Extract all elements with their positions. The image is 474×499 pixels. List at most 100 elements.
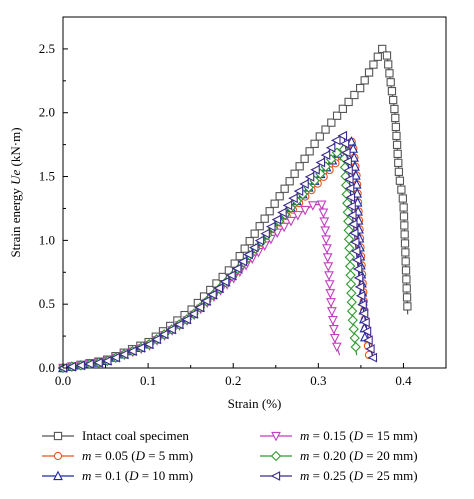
data-point — [254, 235, 265, 246]
data-point — [288, 193, 298, 204]
data-point — [321, 125, 330, 134]
legend-label: m = 0.25 (D = 25 mm) — [300, 468, 418, 483]
data-point — [304, 172, 315, 182]
data-point — [323, 262, 334, 272]
data-point — [345, 261, 356, 272]
data-point — [260, 214, 269, 223]
data-point — [135, 342, 146, 353]
data-point — [310, 139, 319, 148]
data-point — [315, 132, 324, 141]
data-point — [387, 87, 397, 96]
data-point — [279, 222, 290, 233]
data-point — [369, 60, 378, 69]
data-point — [352, 264, 363, 274]
data-point — [339, 138, 350, 149]
data-point — [194, 302, 205, 313]
y-tick-label: 0.0 — [39, 360, 55, 375]
y-tick-label: 0.5 — [39, 296, 55, 311]
legend-item-0: Intact coal specimen — [42, 428, 189, 443]
data-point — [349, 237, 360, 248]
data-point — [245, 237, 254, 246]
data-point — [385, 69, 394, 78]
legend-label: Intact coal specimen — [82, 428, 189, 443]
data-point — [286, 216, 296, 227]
legend-item-4: m = 0.20 (D = 20 mm) — [260, 448, 418, 463]
data-point — [277, 207, 287, 218]
data-point — [347, 210, 357, 221]
x-tick-label: 0.4 — [395, 373, 412, 388]
legend-marker — [53, 470, 63, 481]
legend: Intact coal specimen m = 0.05 (D = 5 mm) m… — [42, 428, 418, 483]
y-tick-label: 2.0 — [39, 105, 55, 120]
data-point — [290, 169, 299, 178]
data-point — [345, 278, 357, 290]
data-point — [307, 201, 318, 211]
data-point — [282, 200, 293, 211]
data-point — [327, 118, 336, 127]
y-tick-label: 1.5 — [39, 169, 55, 184]
data-point — [243, 249, 253, 260]
data-point — [343, 165, 353, 176]
data-point — [344, 183, 355, 194]
data-point — [327, 316, 338, 326]
data-point — [391, 113, 400, 123]
data-point — [331, 342, 342, 353]
data-point — [349, 332, 360, 344]
data-point — [84, 359, 94, 369]
data-point — [237, 256, 248, 267]
data-point — [361, 326, 372, 337]
data-point — [188, 308, 198, 319]
data-point — [350, 341, 361, 353]
data-point — [143, 339, 154, 350]
legend-item-1: m = 0.05 (D = 5 mm) — [42, 448, 193, 463]
data-point — [322, 244, 332, 254]
data-point — [110, 352, 120, 363]
data-point — [384, 60, 393, 69]
data-point — [363, 335, 373, 346]
data-point — [367, 352, 378, 363]
data-point — [299, 179, 309, 189]
data-point — [390, 104, 399, 114]
x-axis-label: Strain (%) — [228, 396, 282, 411]
data-point — [226, 270, 236, 281]
data-point — [326, 298, 336, 308]
data-point — [320, 150, 331, 161]
data-point — [326, 307, 337, 317]
data-point — [265, 207, 274, 216]
data-point — [346, 305, 358, 317]
data-point — [348, 228, 359, 239]
legend-label: m = 0.1 (D = 10 mm) — [82, 468, 193, 483]
data-point — [346, 136, 357, 146]
data-point — [248, 242, 259, 253]
data-point — [285, 177, 294, 186]
data-point — [235, 251, 244, 261]
data-point — [351, 255, 362, 265]
data-point — [341, 147, 351, 158]
data-point — [250, 229, 259, 238]
y-axis-label: Strain energy Ue (kN·m) — [8, 127, 23, 257]
y-tick-label: 1.0 — [39, 232, 55, 247]
data-point — [402, 284, 411, 293]
data-point — [346, 296, 357, 308]
data-point — [320, 226, 331, 236]
y-tick-label: 2.5 — [39, 41, 55, 56]
data-point — [300, 154, 309, 163]
x-tick-label: 0.0 — [55, 373, 71, 388]
data-point — [399, 212, 409, 221]
data-point — [127, 346, 137, 356]
data-point — [347, 314, 358, 326]
data-point — [345, 192, 356, 203]
data-point — [344, 174, 354, 185]
data-point — [295, 162, 304, 171]
data-point — [151, 334, 161, 345]
data-point — [348, 143, 359, 153]
data-point — [332, 111, 342, 120]
data-point — [346, 201, 356, 212]
data-point — [260, 228, 270, 239]
data-point — [349, 152, 359, 162]
data-point — [392, 140, 402, 150]
series-4 — [57, 144, 361, 374]
data-point — [403, 302, 412, 311]
data-point — [325, 289, 336, 299]
x-tick-label: 0.3 — [310, 373, 326, 388]
